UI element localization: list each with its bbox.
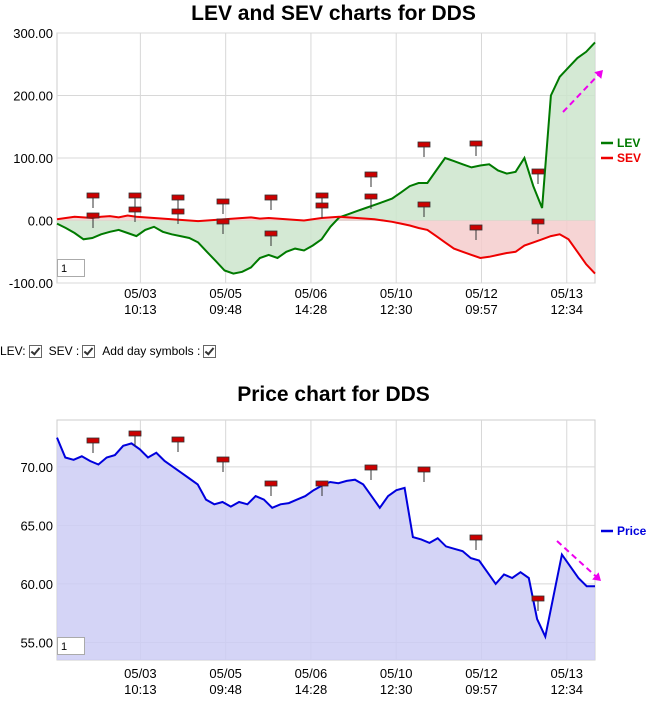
y-tick-label: 65.00 [20,518,53,533]
day-marker-flag [171,194,185,201]
day-marker-flag [216,218,230,225]
day-marker-flag [264,194,278,201]
legend-label: Price [617,524,647,538]
day-marker-flag [171,208,185,215]
x-tick-date: 05/12 [465,286,498,301]
day-marker-flag [86,437,100,444]
lev-zoom-input[interactable]: 1 [57,259,85,277]
legend-label: SEV [617,151,641,165]
lev-checkbox[interactable] [28,344,42,358]
y-tick-label: 70.00 [20,460,53,475]
day-marker-flag [128,192,142,199]
day-marker-flag [364,171,378,178]
y-tick-label: 55.00 [20,635,53,650]
day-symbols-toggle[interactable]: Add day symbols : [102,344,219,358]
lev-sev-chart-title: LEV and SEV charts for DDS [191,2,476,25]
day-marker-flag [469,140,483,147]
y-tick-label: 60.00 [20,577,53,592]
day-marker-flag [364,193,378,200]
legend-label: LEV [617,136,640,150]
price-chart-title: Price chart for DDS [237,383,430,406]
x-tick-date: 05/13 [550,666,583,681]
day-marker-flag [216,198,230,205]
x-tick-time: 09:48 [209,682,242,697]
day-marker-flag [264,230,278,237]
x-tick-time: 10:13 [124,302,157,317]
x-tick-date: 05/10 [380,286,413,301]
day-marker-flag [264,480,278,487]
sev-toggle-label: SEV : [48,344,80,358]
day-marker-flag [315,202,329,209]
day-marker-flag [86,212,100,219]
x-tick-time: 12:30 [380,302,413,317]
x-tick-date: 05/10 [380,666,413,681]
x-tick-date: 05/03 [124,666,157,681]
x-tick-date: 05/13 [550,286,583,301]
day-marker-flag [531,595,545,602]
x-tick-time: 14:28 [295,682,328,697]
x-tick-date: 05/06 [295,666,328,681]
x-tick-time: 09:57 [465,682,498,697]
y-tick-label: 200.00 [13,89,53,104]
x-tick-time: 14:28 [295,302,328,317]
chart-options: LEV: SEV : Add day symbols : [0,344,223,358]
x-tick-time: 09:48 [209,302,242,317]
day-marker-flag [216,456,230,463]
day-marker-flag [417,466,431,473]
series-area-price [57,437,595,660]
day-marker-flag [469,224,483,231]
x-tick-date: 05/06 [295,286,328,301]
day-marker-flag [531,168,545,175]
day-marker-flag [417,201,431,208]
x-tick-time: 12:30 [380,682,413,697]
y-tick-label: -100.00 [9,276,53,291]
trend-arrow-head [592,572,601,581]
price-zoom-input[interactable]: 1 [57,637,85,655]
x-tick-date: 05/05 [209,286,242,301]
day-symbols-checkbox[interactable] [203,344,217,358]
day-marker-flag [315,480,329,487]
series-area-sev [57,215,595,274]
y-tick-label: 0.00 [28,214,53,229]
series-line-lev [56,41,596,275]
lev-toggle[interactable]: LEV: [0,344,45,358]
x-tick-date: 05/05 [209,666,242,681]
day-marker-flag [469,534,483,541]
y-tick-label: 300.00 [13,26,53,41]
day-marker-flag [364,464,378,471]
trend-arrow-head [594,70,603,79]
series-line-sev [56,214,596,275]
x-tick-date: 05/03 [124,286,157,301]
series-area-lev [57,42,595,274]
day-marker-flag [315,192,329,199]
sev-toggle[interactable]: SEV : [49,344,99,358]
y-tick-label: 100.00 [13,151,53,166]
x-tick-time: 12:34 [550,682,583,697]
day-marker-flag [417,141,431,148]
x-tick-time: 10:13 [124,682,157,697]
lev-toggle-label: LEV: [0,344,26,358]
sev-checkbox[interactable] [82,344,96,358]
day-marker-flag [128,206,142,213]
day-marker-flag [531,218,545,225]
day-marker-flag [171,436,185,443]
day-symbols-label: Add day symbols : [102,344,201,358]
x-tick-time: 12:34 [550,302,583,317]
x-tick-time: 09:57 [465,302,498,317]
x-tick-date: 05/12 [465,666,498,681]
day-marker-flag [128,430,142,437]
day-marker-flag [86,192,100,199]
